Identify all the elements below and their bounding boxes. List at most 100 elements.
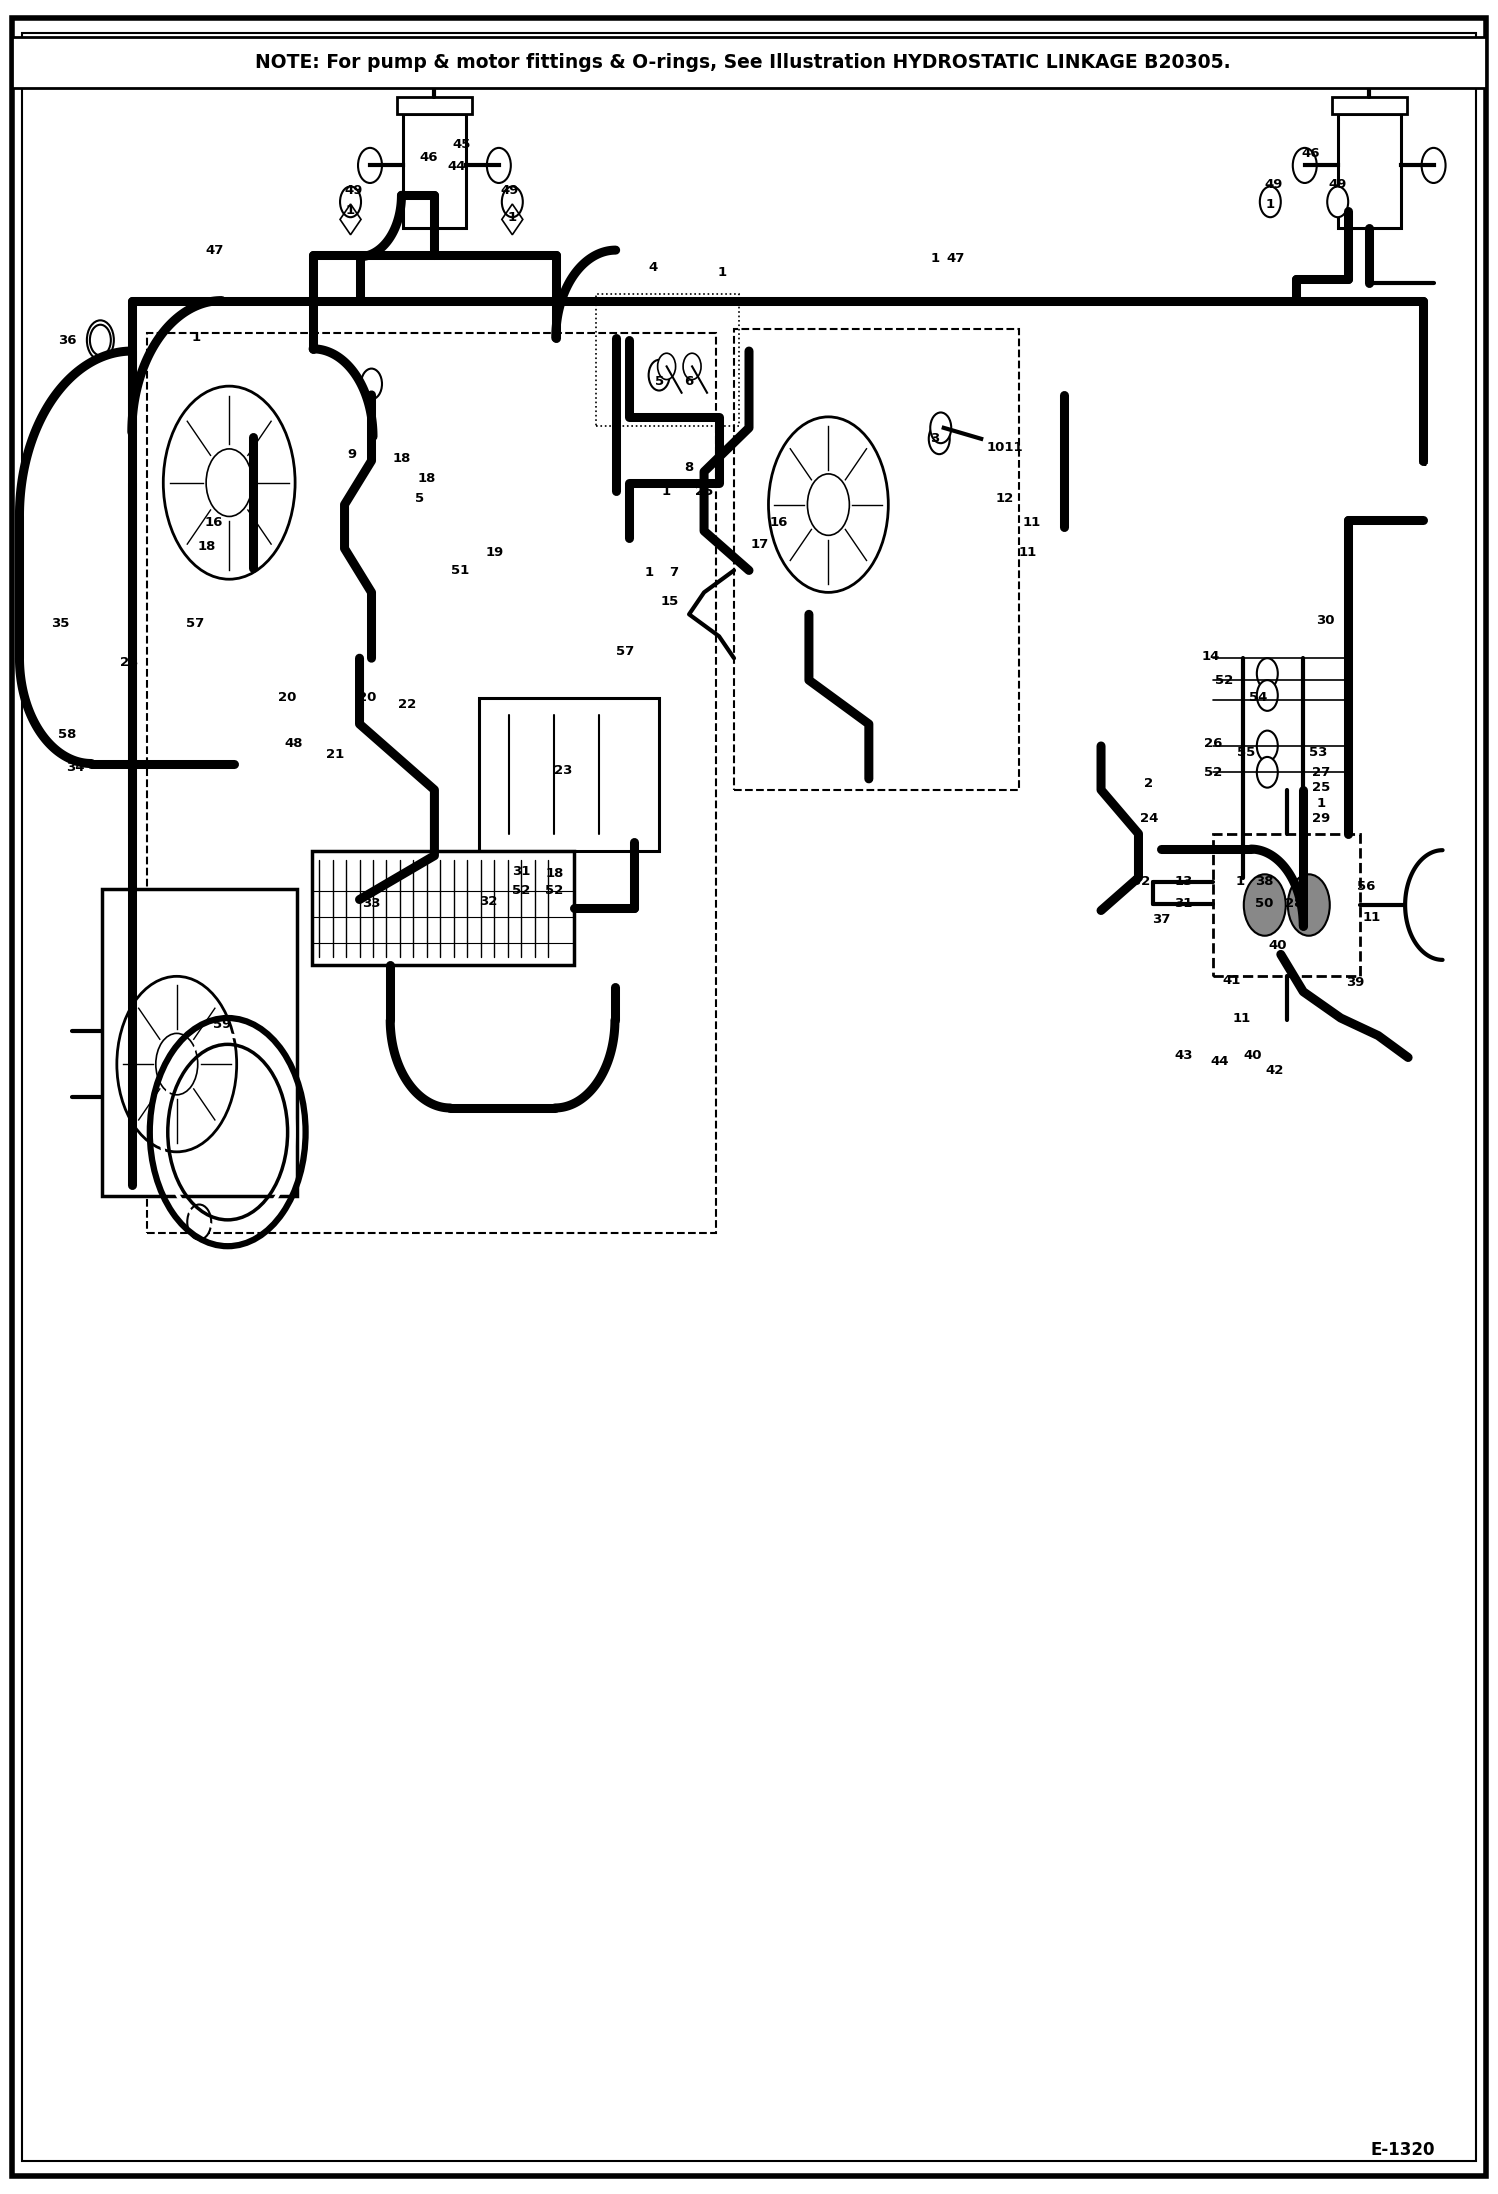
Text: 2: 2 (1144, 777, 1153, 790)
Text: 1: 1 (192, 331, 201, 344)
Text: 25: 25 (1312, 781, 1330, 794)
Text: 8: 8 (685, 461, 694, 474)
Circle shape (1260, 186, 1281, 217)
Text: 52: 52 (1215, 674, 1233, 687)
Bar (1213, 834, 1360, 976)
Text: 27: 27 (1312, 766, 1330, 779)
Text: 46: 46 (419, 151, 437, 165)
Text: 43: 43 (1174, 1049, 1192, 1062)
Text: 14: 14 (1201, 649, 1219, 663)
Text: 3: 3 (930, 432, 939, 445)
Text: 5: 5 (415, 491, 424, 505)
Text: 59: 59 (213, 1018, 231, 1031)
Text: 1: 1 (718, 265, 727, 279)
Text: 48: 48 (285, 737, 303, 750)
Text: 45: 45 (452, 138, 470, 151)
Circle shape (1288, 873, 1330, 935)
Circle shape (1243, 873, 1285, 935)
Text: 58: 58 (58, 728, 76, 742)
Circle shape (340, 186, 361, 217)
Text: 53: 53 (1309, 746, 1327, 759)
Text: 1: 1 (346, 204, 355, 217)
Bar (102, 889, 297, 1196)
Text: 23: 23 (554, 764, 572, 777)
Circle shape (658, 353, 676, 380)
Text: 46: 46 (1302, 147, 1320, 160)
Text: 5: 5 (655, 375, 664, 388)
Circle shape (117, 976, 237, 1152)
Circle shape (1257, 658, 1278, 689)
Text: 1: 1 (508, 211, 517, 224)
Text: 20: 20 (279, 691, 297, 704)
Circle shape (1293, 147, 1317, 182)
Bar (734, 329, 1019, 790)
Text: 18: 18 (418, 472, 436, 485)
Text: 1: 1 (1266, 197, 1275, 211)
Bar (479, 698, 659, 851)
Text: 32: 32 (479, 895, 497, 908)
Text: 44: 44 (448, 160, 466, 173)
Text: 31: 31 (1174, 897, 1192, 911)
Text: 47: 47 (205, 244, 223, 257)
Text: 47: 47 (947, 252, 965, 265)
Text: 56: 56 (1357, 880, 1375, 893)
Text: 24: 24 (1140, 812, 1158, 825)
Circle shape (1257, 757, 1278, 788)
Bar (596, 294, 739, 426)
Circle shape (361, 369, 382, 399)
Text: 30: 30 (1317, 614, 1335, 627)
Text: 42: 42 (1266, 1064, 1284, 1077)
Text: 1: 1 (1317, 796, 1326, 810)
Text: 12: 12 (996, 491, 1014, 505)
Text: 17: 17 (750, 538, 768, 551)
Bar (147, 333, 716, 1233)
Text: 49: 49 (500, 184, 518, 197)
Text: 6: 6 (685, 375, 694, 388)
Circle shape (930, 412, 951, 443)
Text: 57: 57 (616, 645, 634, 658)
Text: 55: 55 (1237, 746, 1255, 759)
Text: 57: 57 (186, 617, 204, 630)
Text: 37: 37 (1152, 913, 1170, 926)
Text: 19: 19 (485, 546, 503, 559)
Text: 52: 52 (1204, 766, 1222, 779)
Circle shape (929, 423, 950, 454)
Text: 39: 39 (1347, 976, 1365, 989)
Text: 54: 54 (1249, 691, 1267, 704)
Text: 31: 31 (512, 864, 530, 878)
Circle shape (1327, 186, 1348, 217)
Text: 36: 36 (58, 333, 76, 347)
Circle shape (649, 360, 670, 391)
Text: 1011: 1011 (987, 441, 1023, 454)
Text: 11: 11 (1019, 546, 1037, 559)
Text: 26: 26 (1204, 737, 1222, 750)
Bar (1332, 97, 1407, 114)
Circle shape (1257, 680, 1278, 711)
Text: 16: 16 (770, 516, 788, 529)
Text: 1: 1 (1236, 875, 1245, 889)
Text: 34: 34 (66, 761, 84, 774)
Text: E-1320: E-1320 (1371, 2141, 1435, 2159)
Circle shape (502, 186, 523, 217)
Text: 49: 49 (345, 184, 363, 197)
Bar (1338, 114, 1401, 228)
Text: 18: 18 (198, 540, 216, 553)
Text: 18: 18 (545, 867, 563, 880)
Text: 25: 25 (695, 485, 713, 498)
Text: 52: 52 (512, 884, 530, 897)
Bar (403, 114, 466, 228)
Text: 44: 44 (1210, 1055, 1228, 1068)
Circle shape (90, 325, 111, 355)
Text: 20: 20 (358, 691, 376, 704)
Text: 18: 18 (392, 452, 410, 465)
Circle shape (187, 1205, 211, 1240)
Circle shape (487, 147, 511, 182)
Text: 9: 9 (348, 448, 357, 461)
Text: 1: 1 (662, 485, 671, 498)
Text: 15: 15 (661, 595, 679, 608)
Text: 52: 52 (1132, 875, 1150, 889)
Text: 11: 11 (1023, 516, 1041, 529)
Text: 11: 11 (1363, 911, 1381, 924)
Circle shape (1422, 147, 1446, 182)
Text: 13: 13 (1174, 875, 1192, 889)
